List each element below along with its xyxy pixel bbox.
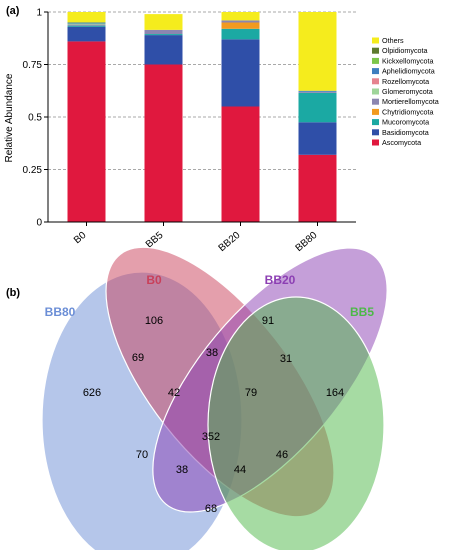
venn-region-value: 164: [326, 387, 344, 399]
bar-segment-ascomycota: [298, 154, 337, 222]
venn-set-label-bb5: BB5: [350, 305, 374, 319]
legend-swatch: [372, 37, 379, 44]
legend-swatch: [372, 88, 379, 95]
legend-label: Basidiomycota: [382, 128, 429, 137]
venn-region-value: 106: [145, 315, 163, 327]
panel-b-label: (b): [6, 287, 20, 299]
legend-swatch: [372, 129, 379, 136]
venn-set-label-b0: B0: [146, 273, 162, 287]
venn-set-label-bb20: BB20: [265, 273, 296, 287]
venn-region-value: 44: [234, 464, 246, 476]
x-tick-label: BB80: [294, 230, 320, 254]
y-tick-label: 0.75: [23, 60, 43, 71]
bar-segment-mortierellomycota: [67, 24, 106, 26]
bar-segment-others: [144, 14, 183, 30]
legend-label: Others: [382, 36, 404, 45]
venn-ellipse-bb5: [207, 296, 385, 550]
bar-segment-others: [298, 12, 337, 91]
legend-swatch: [372, 119, 379, 126]
bar-segment-mucoromycota: [221, 28, 260, 40]
bar-segment-mucoromycota: [67, 25, 106, 27]
bar-segment-basidiomycota: [221, 39, 260, 107]
legend-swatch: [372, 68, 379, 75]
legend-label: Ascomycota: [382, 138, 421, 147]
bar-segment-ascomycota: [67, 41, 106, 223]
legend-label: Glomeromycota: [382, 87, 433, 96]
venn-region-value: 42: [168, 387, 180, 399]
bar-segment-others: [67, 12, 106, 23]
x-tick-label: BB20: [217, 230, 243, 254]
y-tick-label: 1: [36, 8, 42, 19]
y-tick-label: 0.5: [28, 113, 42, 124]
venn-region-value: 91: [262, 315, 274, 327]
y-tick-label: 0: [36, 218, 42, 229]
legend-swatch: [372, 57, 379, 64]
legend-label: Mortierellomycota: [382, 97, 439, 106]
x-tick-label: B0: [72, 230, 89, 247]
bar-segment-basidiomycota: [144, 35, 183, 65]
legend-swatch: [372, 139, 379, 146]
venn-region-value: 38: [176, 464, 188, 476]
venn-region-value: 626: [83, 387, 101, 399]
bar-segment-mucoromycota: [144, 34, 183, 36]
bar-segment-ascomycota: [144, 64, 183, 222]
bar-segment-aphelidiomycota: [298, 90, 337, 92]
legend-label: Aphelidiomycota: [382, 67, 435, 76]
venn-region-value: 31: [280, 353, 292, 365]
legend-swatch: [372, 78, 379, 85]
bar-segment-mortierellomycota: [298, 91, 337, 93]
bar-segment-mucoromycota: [298, 92, 337, 123]
bar-segment-mortierellomycota: [221, 20, 260, 23]
y-tick-label: 0.25: [23, 165, 43, 176]
bar-segment-ascomycota: [221, 106, 260, 222]
venn-set-label-bb80: BB80: [45, 305, 76, 319]
venn-diagram: BB80 B0 BB20 BB5 626 106 91 164 69 38 31 42 79 70 352…: [41, 246, 388, 550]
venn-region-values: 626 106 91 164 69 38 31 42 79 70 352 46 38 44 68: [83, 315, 344, 515]
venn-region-value: 68: [205, 503, 217, 515]
legend-swatch: [372, 108, 379, 115]
panel-a-label: (a): [6, 5, 20, 17]
legend-label: Rozellomycota: [382, 77, 429, 86]
legend-swatch: [372, 47, 379, 54]
bar-segment-aphelidiomycota: [67, 22, 106, 24]
venn-region-value: 46: [276, 449, 288, 461]
bar-segment-others: [221, 12, 260, 21]
venn-region-value: 69: [132, 352, 144, 364]
legend-label: Kickxellomycota: [382, 56, 434, 65]
bar-segment-glomeromycota: [67, 23, 106, 25]
bars: [67, 12, 337, 223]
bar-segment-basidiomycota: [67, 26, 106, 42]
venn-region-value: 352: [202, 431, 220, 443]
bar-segment-basidiomycota: [298, 122, 337, 155]
venn-region-value: 79: [245, 387, 257, 399]
bar-segment-chytridiomycota: [221, 22, 260, 29]
legend-label: Mucoromycota: [382, 118, 429, 127]
legend-swatch: [372, 98, 379, 105]
venn-region-value: 70: [136, 449, 148, 461]
bar-segment-mortierellomycota: [144, 29, 183, 35]
venn-ellipses: [41, 246, 388, 550]
legend-label: Olpidiomycota: [382, 46, 428, 55]
legend-label: Chytridiomycota: [382, 107, 434, 116]
y-axis-label: Relative Abundance: [4, 73, 15, 162]
venn-region-value: 38: [206, 347, 218, 359]
venn-set-labels: BB80 B0 BB20 BB5: [45, 273, 375, 319]
